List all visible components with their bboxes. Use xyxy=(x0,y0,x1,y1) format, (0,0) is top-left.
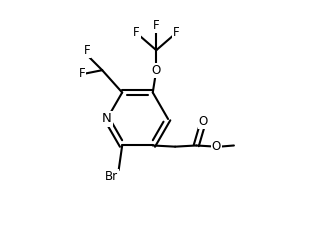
Text: F: F xyxy=(133,25,140,39)
Text: F: F xyxy=(79,67,86,80)
Text: Br: Br xyxy=(105,170,118,183)
Text: N: N xyxy=(102,113,112,125)
Text: F: F xyxy=(173,25,180,39)
Text: O: O xyxy=(152,64,161,77)
Text: F: F xyxy=(84,44,90,57)
Text: O: O xyxy=(199,115,208,128)
Text: F: F xyxy=(153,20,160,32)
Text: O: O xyxy=(212,140,221,153)
